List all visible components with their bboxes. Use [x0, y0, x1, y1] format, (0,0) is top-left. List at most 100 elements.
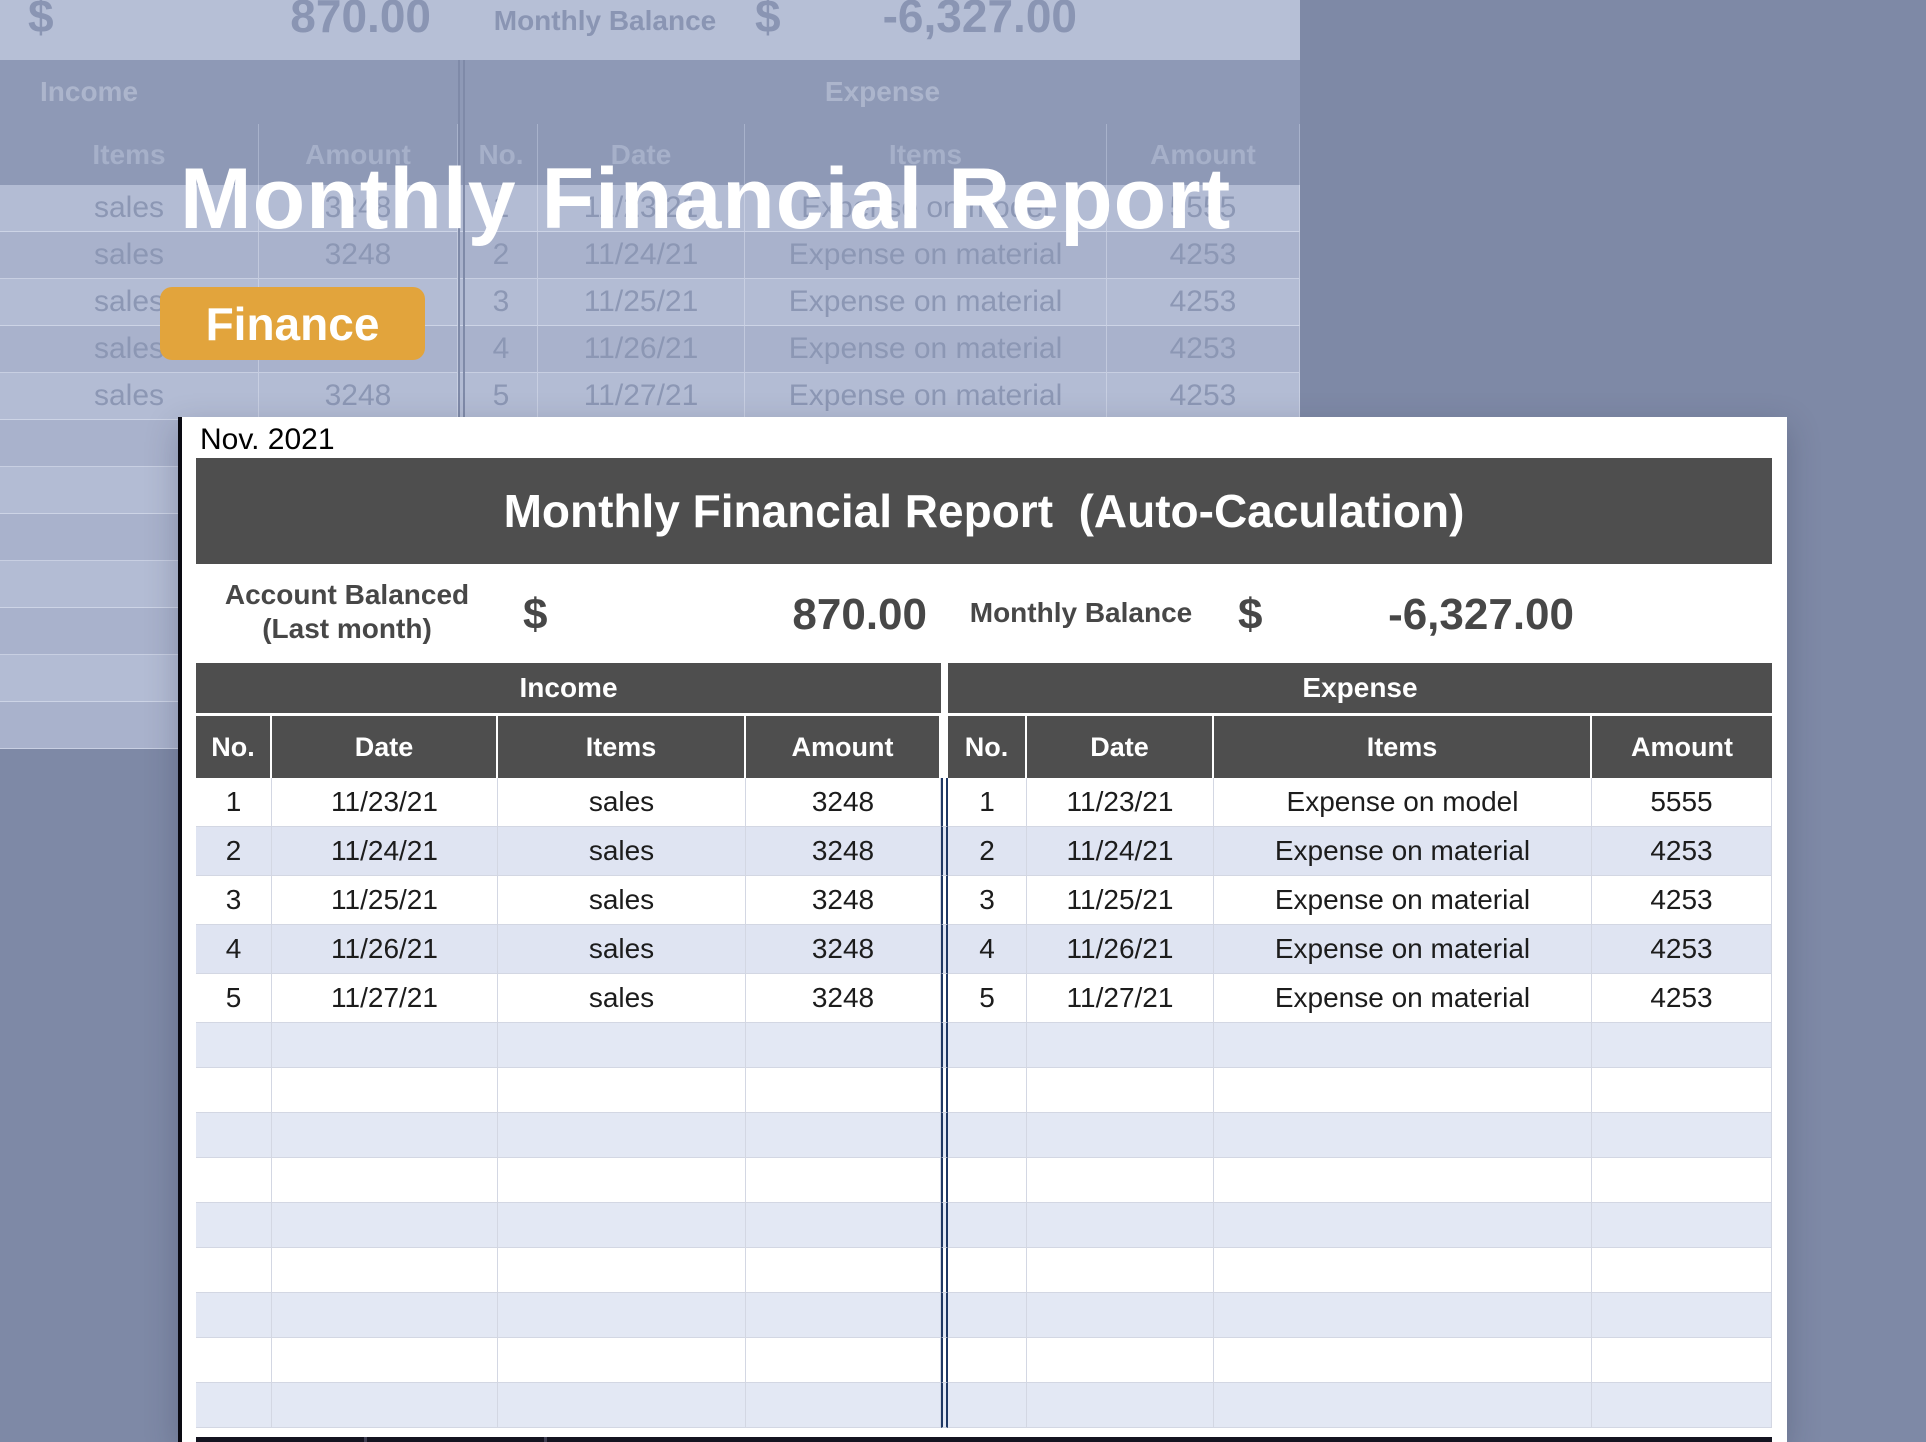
bg-cell-expense-item: Expense on material: [745, 326, 1107, 373]
cell-items: sales: [498, 827, 746, 876]
last-month-balance-value: 870.00: [792, 590, 927, 639]
cell-center-divider: [941, 876, 948, 925]
column-header-row: No. Date Items Amount No. Date Items Amo…: [196, 716, 1772, 778]
bg-cell-expense-item: Expense on material: [745, 232, 1107, 279]
bg-cell-expense-amount: 4253: [1107, 279, 1300, 326]
bg-col-header-amount-expense: Amount: [1107, 124, 1300, 185]
cell-items: sales: [498, 925, 746, 974]
bg-cell-item: sales: [0, 373, 259, 420]
col-header-expense-date: Date: [1027, 716, 1214, 778]
table-row: 5 11/27/21 sales 3248 5 11/27/21 Expense…: [196, 974, 1772, 1023]
table-row: 4 11/26/21 sales 3248 4 11/26/21 Expense…: [196, 925, 1772, 974]
bg-cell-spacer: [458, 232, 465, 279]
empty-table-row: [196, 1293, 1772, 1338]
bg-table-row: sales 3248 2 11/24/21 Expense on materia…: [0, 232, 1300, 279]
monthly-balance-label: Monthly Balance: [969, 597, 1193, 628]
cell-center-divider: [941, 925, 948, 974]
cell-expense-amount: 4253: [1592, 827, 1772, 876]
cell-expense-amount: 4253: [1592, 925, 1772, 974]
bg-monthly-balance-value: -6,327.00: [882, 0, 1077, 42]
cell-no: 2: [196, 827, 272, 876]
finance-badge-label: Finance: [205, 297, 380, 350]
col-header-date: Date: [272, 716, 498, 778]
cell-expense-date: 11/26/21: [1027, 925, 1214, 974]
bg-cell-expense-amount: 4253: [1107, 326, 1300, 373]
next-table-peek-bar: [196, 1437, 1772, 1442]
cell-expense-no: 3: [948, 876, 1027, 925]
col-header-expense-no: No.: [948, 716, 1027, 778]
cell-center-divider: [941, 778, 948, 827]
empty-table-row: [196, 1023, 1772, 1068]
currency-symbol-left: $: [523, 590, 548, 639]
col-header-no: No.: [196, 716, 272, 778]
cell-expense-date: 11/27/21: [1027, 974, 1214, 1023]
cell-center-divider: [941, 974, 948, 1023]
finance-category-badge[interactable]: Finance: [160, 287, 425, 360]
income-section-header: Income: [196, 663, 941, 713]
bg-col-header-amount: Amount: [259, 124, 458, 185]
col-header-items: Items: [498, 716, 746, 778]
cell-expense-items: Expense on material: [1214, 876, 1592, 925]
bg-cell-expense-item: Expense on model: [745, 185, 1107, 232]
bg-cell-amount: 3248: [259, 185, 458, 232]
cell-amount: 3248: [746, 827, 941, 876]
cell-amount: 3248: [746, 876, 941, 925]
section-gap: [941, 663, 948, 713]
table-row: 3 11/25/21 sales 3248 3 11/25/21 Expense…: [196, 876, 1772, 925]
cell-date: 11/24/21: [272, 827, 498, 876]
cell-expense-items: Expense on model: [1214, 778, 1592, 827]
empty-table-row: [196, 1338, 1772, 1383]
cell-expense-no: 2: [948, 827, 1027, 876]
cell-expense-items: Expense on material: [1214, 974, 1592, 1023]
bg-balance-strip: $ 870.00 Monthly Balance $ -6,327.00: [0, 0, 1300, 60]
bg-cell-spacer: [458, 326, 465, 373]
bg-cell-expense-no: 3: [465, 279, 538, 326]
bg-data-rows: sales 3248 1 11/23/21 Expense on model 5…: [0, 185, 1300, 420]
empty-table-row: [196, 1158, 1772, 1203]
peek-bar-separator: [364, 1437, 367, 1442]
cell-items: sales: [498, 974, 746, 1023]
table-row: 1 11/23/21 sales 3248 1 11/23/21 Expense…: [196, 778, 1772, 827]
report-month-label: Nov. 2021: [200, 423, 335, 456]
report-preview-card: Nov. 2021 Monthly Financial Report (Auto…: [178, 417, 1787, 1442]
bg-cell-spacer: [458, 185, 465, 232]
cell-expense-date: 11/24/21: [1027, 827, 1214, 876]
bg-column-header-row: Items Amount No. Date Items Amount: [0, 124, 1300, 185]
bg-cell-item: sales: [0, 185, 259, 232]
bg-expense-section-label: Expense: [824, 76, 941, 107]
col-header-expense-items: Items: [1214, 716, 1592, 778]
bg-last-month-value: 870.00: [290, 0, 431, 42]
bg-income-section-label: Income: [40, 76, 139, 107]
empty-table-row: [196, 1203, 1772, 1248]
bg-col-header-items-expense: Items: [745, 124, 1107, 185]
cell-no: 1: [196, 778, 272, 827]
bg-col-header-date: Date: [538, 124, 745, 185]
table-row: 2 11/24/21 sales 3248 2 11/24/21 Expense…: [196, 827, 1772, 876]
cell-amount: 3248: [746, 925, 941, 974]
bg-col-header-no: No.: [465, 124, 538, 185]
col-header-amount: Amount: [746, 716, 941, 778]
page-title: Monthly Financial Report: [180, 151, 1232, 247]
section-band: Income Expense: [196, 663, 1772, 713]
col-header-expense-amount: Amount: [1592, 716, 1772, 778]
cell-center-divider: [941, 827, 948, 876]
data-rows: 1 11/23/21 sales 3248 1 11/23/21 Expense…: [196, 778, 1772, 1023]
bg-cell-expense-date: 11/24/21: [538, 232, 745, 279]
bg-cell-expense-date: 11/25/21: [538, 279, 745, 326]
cell-expense-date: 11/23/21: [1027, 778, 1214, 827]
bg-col-header-items: Items: [0, 124, 259, 185]
bg-table-row: sales 3248 5 11/27/21 Expense on materia…: [0, 373, 1300, 420]
cell-no: 4: [196, 925, 272, 974]
cell-expense-no: 4: [948, 925, 1027, 974]
header-gap-line: [196, 713, 1772, 716]
peek-bar-separator: [544, 1437, 547, 1442]
bg-cell-item: sales: [0, 232, 259, 279]
cell-expense-no: 5: [948, 974, 1027, 1023]
bg-center-divider-line: [458, 60, 465, 749]
cell-date: 11/26/21: [272, 925, 498, 974]
bg-cell-expense-date: 11/26/21: [538, 326, 745, 373]
bg-currency-right: $: [755, 0, 781, 42]
bg-cell-expense-date: 11/23/21: [538, 185, 745, 232]
bg-cell-spacer: [458, 279, 465, 326]
